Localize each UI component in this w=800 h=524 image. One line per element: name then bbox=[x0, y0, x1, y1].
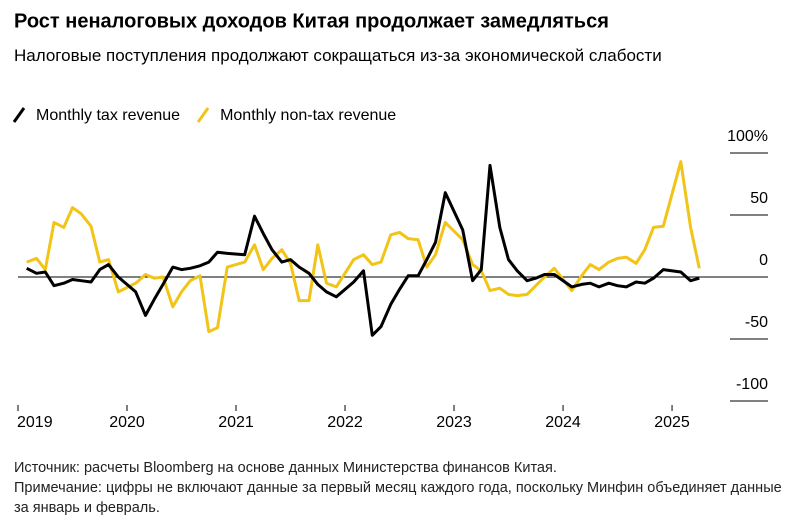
note: Примечание: цифры не включают данные за … bbox=[14, 480, 782, 516]
x-tick-label: 2021 bbox=[218, 414, 254, 431]
y-tick-label: 100% bbox=[727, 128, 768, 145]
y-tick-label: -50 bbox=[745, 314, 768, 331]
series-line bbox=[26, 163, 700, 337]
x-tick-label: 2024 bbox=[545, 414, 581, 431]
y-tick-label: -100 bbox=[736, 376, 768, 393]
series-line bbox=[26, 160, 701, 334]
y-tick-label: 0 bbox=[759, 252, 768, 269]
footer: Источник: расчеты Bloomberg на основе да… bbox=[14, 458, 794, 518]
legend-label: Monthly non-tax revenue bbox=[220, 107, 396, 124]
x-tick-label: 2020 bbox=[109, 414, 145, 431]
legend-label: Monthly tax revenue bbox=[36, 107, 180, 124]
subtitle-box: Налоговые поступления продолжают сокраща… bbox=[14, 46, 662, 65]
y-tick-label: 50 bbox=[750, 190, 768, 207]
source: Источник: расчеты Bloomberg на основе да… bbox=[14, 460, 557, 476]
legend-swatch bbox=[12, 107, 26, 123]
x-tick-label: 2023 bbox=[436, 414, 472, 431]
chart-title: Рост неналоговых доходов Китая продолжае… bbox=[14, 10, 609, 32]
legend-swatch bbox=[196, 107, 210, 123]
x-tick-label: 2025 bbox=[654, 414, 690, 431]
chart-subtitle: Налоговые поступления продолжают сокраща… bbox=[14, 46, 662, 65]
x-tick-label: 2019 bbox=[17, 414, 53, 431]
x-tick-label: 2022 bbox=[327, 414, 363, 431]
footer-box: Источник: расчеты Bloomberg на основе да… bbox=[14, 458, 794, 518]
